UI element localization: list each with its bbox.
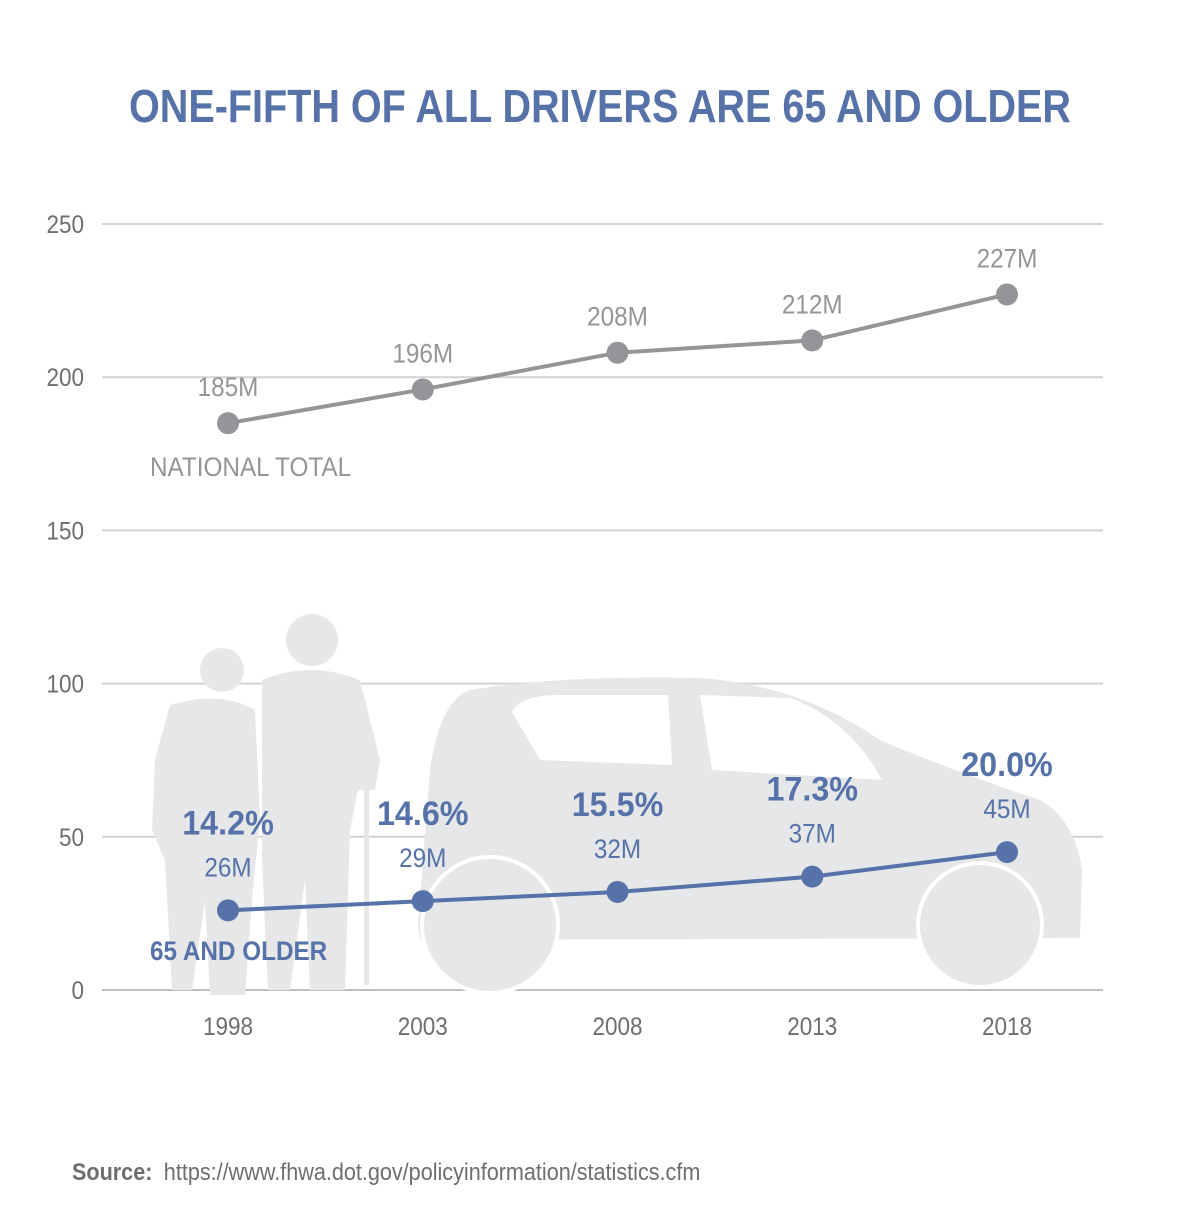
data-label: 37M bbox=[789, 820, 836, 849]
data-point bbox=[411, 378, 434, 401]
data-label: 32M bbox=[594, 835, 641, 864]
data-point bbox=[217, 412, 239, 435]
percent-label: 14.2% bbox=[182, 805, 274, 843]
percent-label: 15.5% bbox=[572, 786, 664, 824]
x-tick-label: 2013 bbox=[787, 1013, 837, 1041]
percent-label: 17.3% bbox=[766, 771, 858, 809]
y-tick-label: 250 bbox=[46, 211, 84, 239]
car-silhouette bbox=[418, 677, 1082, 995]
y-tick-label: 100 bbox=[46, 671, 84, 699]
data-label: 227M bbox=[977, 244, 1038, 273]
y-tick-label: 0 bbox=[71, 977, 84, 1005]
source-url: https://www.fhwa.dot.gov/policyinformati… bbox=[164, 1158, 701, 1185]
source-label: Source: bbox=[72, 1158, 152, 1185]
data-point bbox=[801, 865, 824, 888]
y-tick-label: 150 bbox=[46, 517, 84, 545]
data-label: 45M bbox=[983, 795, 1030, 824]
x-tick-label: 1998 bbox=[203, 1013, 253, 1041]
data-point bbox=[606, 341, 629, 364]
data-label: 26M bbox=[204, 853, 251, 882]
data-label: 29M bbox=[399, 844, 446, 873]
data-point bbox=[996, 841, 1018, 864]
data-label: 212M bbox=[782, 290, 843, 319]
data-point bbox=[606, 880, 629, 903]
data-point bbox=[217, 899, 239, 922]
legend-65-and-older: 65 AND OLDER bbox=[150, 937, 328, 966]
percent-label: 14.6% bbox=[377, 795, 469, 833]
data-point bbox=[996, 283, 1018, 306]
source-note: Source: https://www.fhwa.dot.gov/policyi… bbox=[72, 1158, 700, 1185]
seniors-silhouette bbox=[152, 614, 380, 995]
axis-labels: 0 50 100 150 200 250 1998 2003 2008 2013 2018 bbox=[46, 211, 1032, 1041]
data-point bbox=[801, 329, 824, 352]
data-label: 208M bbox=[587, 303, 648, 332]
percent-label: 20.0% bbox=[961, 746, 1053, 784]
series-group: 185M 196M 208M 212M 227M 26M 14.2% 29M 14.6% 32M 1… bbox=[182, 244, 1053, 922]
x-tick-label: 2018 bbox=[982, 1013, 1032, 1041]
chart-title: ONE-FIFTH OF ALL DRIVERS ARE 65 AND OLDE… bbox=[129, 81, 1071, 132]
data-point bbox=[411, 890, 434, 913]
data-label: 196M bbox=[392, 339, 453, 368]
data-label: 185M bbox=[198, 373, 259, 402]
y-tick-label: 200 bbox=[46, 364, 84, 392]
y-tick-label: 50 bbox=[59, 824, 84, 852]
x-tick-label: 2008 bbox=[592, 1013, 642, 1041]
legend-national-total: NATIONAL TOTAL bbox=[150, 453, 351, 482]
x-tick-label: 2003 bbox=[398, 1013, 448, 1041]
